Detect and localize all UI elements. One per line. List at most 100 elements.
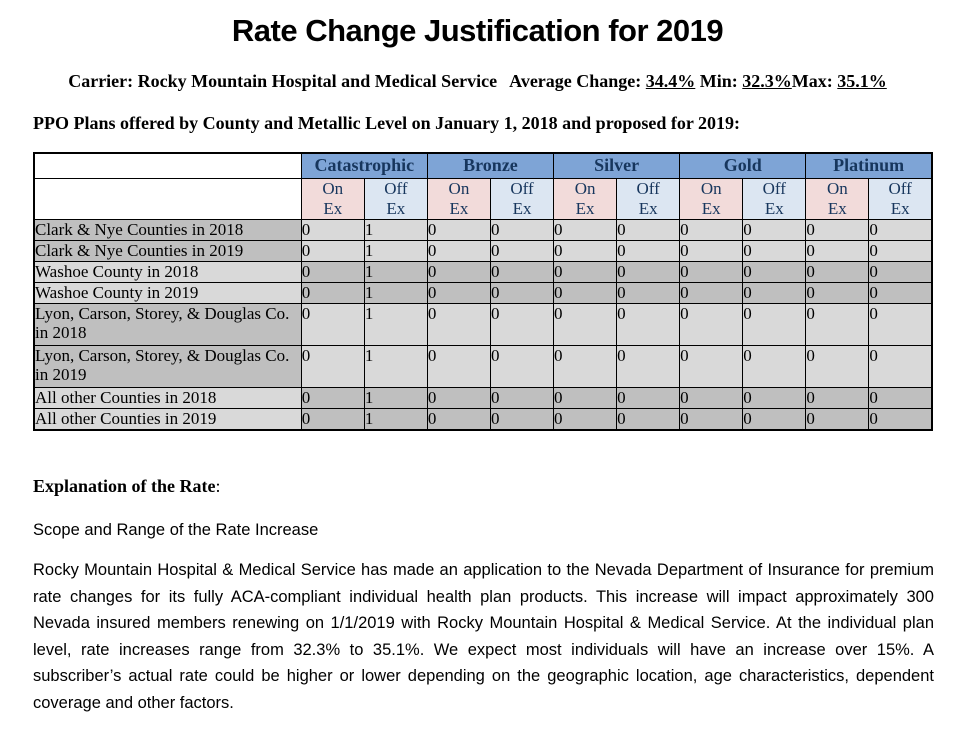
plan-count-cell: 0	[742, 345, 807, 388]
plan-count-cell: 0	[679, 345, 744, 388]
table-row: Washoe County in 2019 0 1 0 0 0 0 0 0 0 …	[33, 282, 933, 304]
plan-count-cell: 0	[805, 387, 870, 409]
corner-cell	[33, 152, 302, 179]
plan-count-cell: 1	[363, 282, 428, 304]
plan-count-cell: 0	[489, 240, 555, 262]
county-row-label: Clark & Nye Counties in 2018	[33, 219, 302, 241]
explanation-subheading: Scope and Range of the Rate Increase	[33, 521, 319, 539]
corner-cell	[33, 178, 302, 220]
county-row-label: Washoe County in 2019	[33, 282, 302, 304]
metal-level-header: Silver	[553, 152, 681, 179]
table-row: Lyon, Carson, Storey, & Douglas Co. in 2…	[33, 345, 933, 388]
plan-count-cell: 0	[426, 261, 491, 283]
plan-count-cell: 1	[363, 219, 428, 241]
plan-count-cell: 0	[489, 387, 555, 409]
off-ex-header: Off Ex	[616, 178, 681, 220]
plan-count-cell: 0	[868, 387, 933, 409]
plan-count-cell: 1	[363, 408, 428, 431]
plan-count-cell: 0	[742, 261, 807, 283]
off-ex-header: Off Ex	[489, 178, 555, 220]
on-ex-header: On Ex	[553, 178, 618, 220]
plan-count-cell: 0	[868, 282, 933, 304]
plan-count-cell: 0	[805, 303, 870, 346]
plan-count-cell: 0	[553, 408, 618, 431]
plan-count-cell: 0	[426, 387, 491, 409]
plan-count-cell: 0	[742, 387, 807, 409]
average-change-label: Average Change:	[509, 71, 642, 91]
plan-count-cell: 0	[553, 219, 618, 241]
on-ex-header: On Ex	[300, 178, 365, 220]
off-ex-header: Off Ex	[742, 178, 807, 220]
plan-count-cell: 0	[868, 345, 933, 388]
page-title: Rate Change Justification for 2019	[231, 13, 724, 48]
metal-level-header: Catastrophic	[300, 152, 428, 179]
plan-count-cell: 0	[805, 408, 870, 431]
plan-count-cell: 0	[679, 261, 744, 283]
county-row-label: Lyon, Carson, Storey, & Douglas Co. in 2…	[33, 303, 302, 346]
on-ex-header: On Ex	[426, 178, 491, 220]
plan-count-cell: 0	[300, 240, 365, 262]
plan-count-cell: 1	[363, 345, 428, 388]
plan-count-cell: 0	[616, 387, 681, 409]
plan-count-cell: 0	[805, 345, 870, 388]
metal-level-header: Gold	[679, 152, 807, 179]
plan-count-cell: 0	[868, 261, 933, 283]
plan-count-cell: 0	[300, 219, 365, 241]
plan-count-cell: 0	[489, 408, 555, 431]
plan-count-cell: 0	[489, 345, 555, 388]
plan-count-cell: 0	[553, 261, 618, 283]
plan-count-cell: 0	[868, 303, 933, 346]
plan-count-cell: 0	[868, 408, 933, 431]
plan-count-cell: 0	[426, 408, 491, 431]
plan-count-cell: 0	[679, 408, 744, 431]
plan-count-cell: 0	[805, 261, 870, 283]
plan-count-cell: 0	[300, 387, 365, 409]
table-row: Lyon, Carson, Storey, & Douglas Co. in 2…	[33, 303, 933, 346]
plan-count-cell: 0	[742, 303, 807, 346]
explanation-paragraph: Rocky Mountain Hospital & Medical Servic…	[33, 561, 934, 712]
plan-count-cell: 0	[489, 219, 555, 241]
plan-count-cell: 0	[616, 408, 681, 431]
plan-count-cell: 0	[616, 219, 681, 241]
plan-count-cell: 0	[300, 261, 365, 283]
table-row: All other Counties in 2018 0 1 0 0 0 0 0…	[33, 387, 933, 409]
metal-level-header: Platinum	[805, 152, 933, 179]
plan-count-cell: 0	[616, 345, 681, 388]
table-row: Clark & Nye Counties in 2019 0 1 0 0 0 0…	[33, 240, 933, 262]
max-label: Max:	[791, 71, 833, 91]
plan-count-cell: 0	[553, 387, 618, 409]
plan-count-cell: 0	[300, 408, 365, 431]
plan-count-cell: 0	[805, 282, 870, 304]
plan-count-cell: 0	[616, 282, 681, 304]
plan-count-cell: 0	[426, 219, 491, 241]
explanation-heading: Explanation of the Rate:	[33, 476, 955, 497]
plan-count-cell: 0	[805, 240, 870, 262]
plan-count-cell: 1	[363, 387, 428, 409]
county-row-label: All other Counties in 2019	[33, 408, 302, 431]
plan-count-cell: 0	[868, 240, 933, 262]
plan-count-cell: 0	[489, 303, 555, 346]
plan-count-cell: 0	[742, 282, 807, 304]
plan-count-cell: 0	[489, 261, 555, 283]
plan-count-cell: 1	[363, 261, 428, 283]
exchange-header-row: On Ex Off Ex On Ex Off Ex On Ex Off Ex O…	[33, 178, 933, 220]
plan-count-cell: 0	[742, 240, 807, 262]
plan-count-cell: 0	[616, 240, 681, 262]
plan-count-cell: 0	[300, 303, 365, 346]
explanation-heading-colon: :	[215, 476, 221, 496]
rate-stats: Average Change: 34.4% Min: 32.3%Max: 35.…	[509, 71, 887, 92]
plan-count-cell: 0	[553, 282, 618, 304]
plan-count-cell: 0	[553, 240, 618, 262]
plan-count-cell: 0	[300, 282, 365, 304]
plan-count-cell: 0	[489, 282, 555, 304]
table-caption: PPO Plans offered by County and Metallic…	[33, 113, 741, 133]
table-row: Washoe County in 2018 0 1 0 0 0 0 0 0 0 …	[33, 261, 933, 283]
plan-count-cell: 0	[426, 303, 491, 346]
carrier-stats-line: Carrier: Rocky Mountain Hospital and Med…	[0, 71, 955, 92]
min-label: Min:	[699, 71, 738, 91]
plan-count-cell: 1	[363, 303, 428, 346]
plan-count-cell: 0	[553, 345, 618, 388]
max-value: 35.1%	[837, 71, 887, 91]
plan-count-cell: 0	[426, 240, 491, 262]
